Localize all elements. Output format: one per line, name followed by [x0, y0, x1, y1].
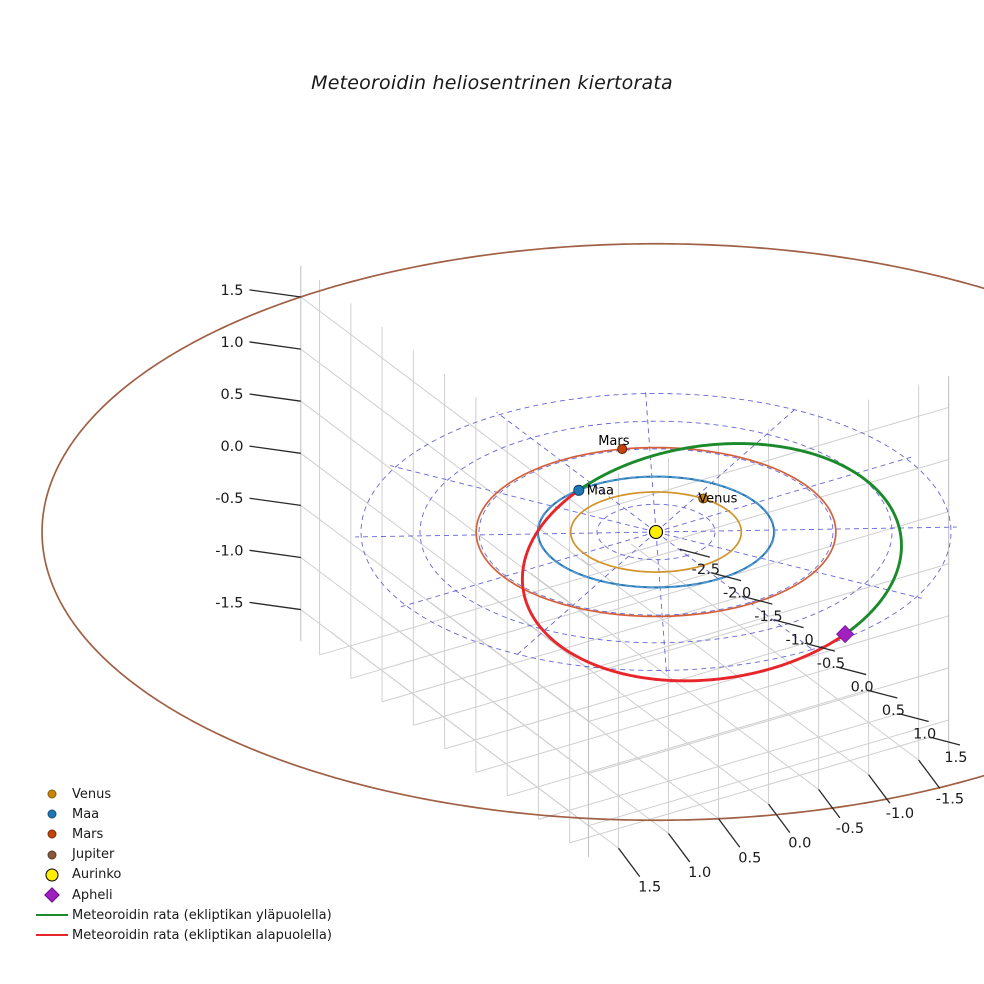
legend-marker-aurinko-icon	[32, 865, 72, 885]
legend-marker-mars-icon	[32, 824, 72, 844]
x-tick-5: 0.0	[851, 680, 874, 696]
x-tick-3: -1.0	[785, 633, 813, 649]
y-tick-1: -1.0	[886, 806, 914, 822]
legend-label: Venus	[72, 786, 112, 802]
legend-label: Jupiter	[72, 847, 115, 863]
legend-marker-jupiter-icon	[32, 845, 72, 865]
y-tick-0: -1.5	[936, 792, 964, 808]
legend-marker-meteoroid-above-icon	[32, 905, 72, 925]
legend-marker-venus-icon	[32, 784, 72, 804]
legend-label: Meteoroidin rata (ekliptikan yläpuolella…	[72, 907, 332, 923]
legend-label: Mars	[72, 826, 104, 842]
mars-annotation: Mars	[598, 434, 630, 449]
page-title: Meteoroidin heliosentrinen kiertorata	[311, 72, 673, 94]
maa-marker	[573, 484, 585, 496]
legend-item-venus[interactable]: Venus	[32, 784, 352, 804]
legend-item-mars[interactable]: Mars	[32, 824, 352, 844]
dot-shape	[47, 829, 57, 839]
planet-orbits	[41, 242, 984, 822]
apheli-marker	[836, 625, 855, 644]
legend-label: Maa	[72, 806, 100, 822]
maa-annotation: Maa	[587, 483, 614, 498]
legend-item-meteoroid-below[interactable]: Meteoroidin rata (ekliptikan alapuolella…	[32, 925, 352, 945]
mars-marker	[617, 444, 628, 455]
z-tick-4: -0.5	[215, 491, 243, 507]
x-tick-0: -2.5	[692, 562, 720, 578]
x-tick-1: -2.0	[723, 586, 751, 602]
legend: Venus Maa Mars Jupiter Aurinko Apheli Meteoroi…	[32, 784, 352, 946]
z-tick-6: -1.5	[215, 595, 243, 611]
dot-shape	[47, 789, 57, 799]
dot-shape	[45, 868, 59, 882]
legend-item-apheli[interactable]: Apheli	[32, 885, 352, 905]
venus-marker	[698, 493, 709, 504]
ecliptic-polar-grid	[355, 390, 957, 674]
y-tick-6: 1.5	[638, 880, 661, 896]
legend-item-jupiter[interactable]: Jupiter	[32, 845, 352, 865]
legend-label: Apheli	[72, 887, 113, 903]
legend-marker-maa-icon	[32, 804, 72, 824]
legend-label: Aurinko	[72, 867, 122, 883]
legend-marker-meteoroid-below-icon	[32, 925, 72, 945]
meteoroid-orbit	[520, 442, 903, 683]
legend-item-aurinko[interactable]: Aurinko	[32, 865, 352, 885]
x-tick-4: -0.5	[817, 656, 845, 672]
legend-marker-apheli-icon	[32, 885, 72, 905]
legend-item-meteoroid-above[interactable]: Meteoroidin rata (ekliptikan yläpuolella…	[32, 905, 352, 925]
dot-shape	[47, 809, 57, 819]
z-tick-5: -1.0	[215, 543, 243, 559]
z-tick-3: 0.0	[220, 439, 243, 455]
x-tick-8: 1.5	[944, 750, 967, 766]
y-tick-3: 0.0	[788, 836, 811, 852]
axis-ticks: 1.51.00.50.0-0.5-1.0-1.5-2.5-2.0-1.5-1.0…	[215, 283, 967, 896]
z-tick-1: 1.0	[220, 335, 243, 351]
y-tick-2: -0.5	[836, 821, 864, 837]
line-shape	[36, 934, 68, 937]
body-markers	[573, 444, 855, 644]
x-tick-6: 0.5	[882, 703, 905, 719]
z-tick-0: 1.5	[220, 283, 243, 299]
line-shape	[36, 914, 68, 917]
body-annotations: Maa Mars Venus	[587, 434, 738, 506]
y-tick-5: 1.0	[688, 865, 711, 881]
dot-shape	[47, 850, 57, 860]
x-tick-2: -1.5	[754, 609, 782, 625]
diamond-shape	[44, 887, 60, 903]
y-tick-4: 0.5	[738, 850, 761, 866]
legend-item-maa[interactable]: Maa	[32, 804, 352, 824]
x-tick-7: 1.0	[913, 727, 936, 743]
legend-label: Meteoroidin rata (ekliptikan alapuolella…	[72, 927, 332, 943]
sun-marker	[648, 524, 664, 540]
axes-box-gridlines	[300, 265, 950, 857]
z-tick-2: 0.5	[220, 387, 243, 403]
venus-annotation: Venus	[698, 492, 737, 507]
